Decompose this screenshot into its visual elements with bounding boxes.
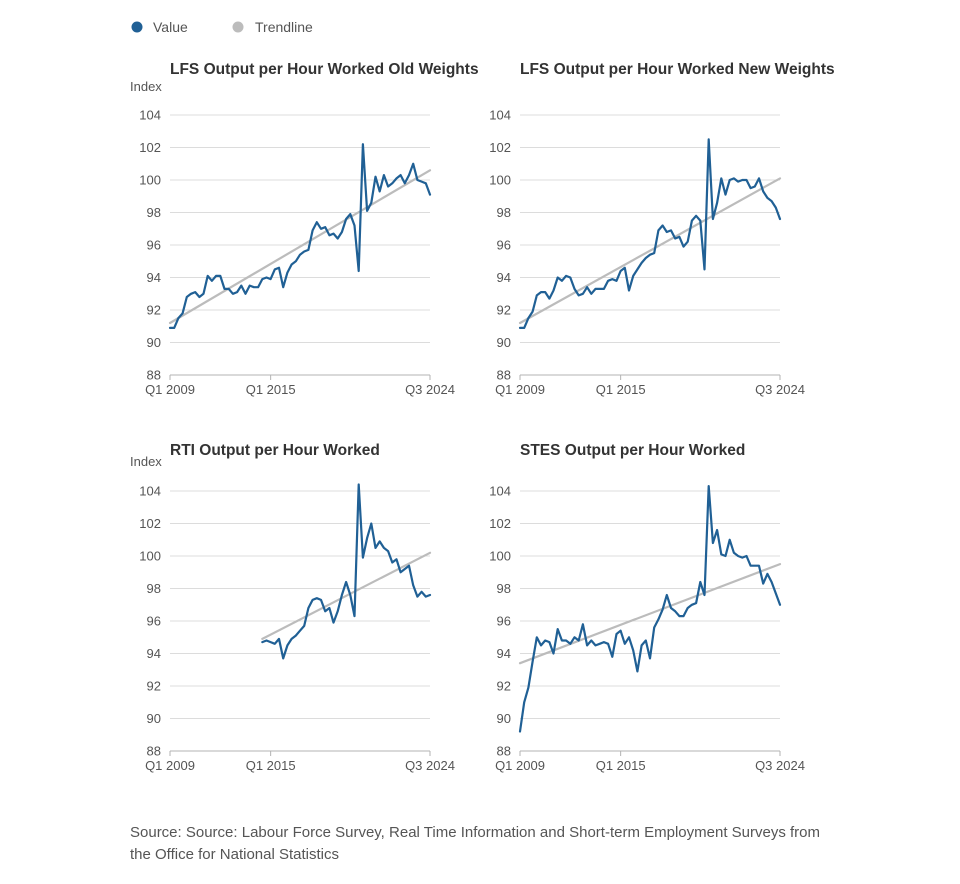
panel-title: RTI Output per Hour Worked <box>170 442 380 459</box>
series-line-value <box>518 485 782 733</box>
y-tick-label: 100 <box>139 173 161 188</box>
y-tick-label: 96 <box>497 614 511 629</box>
y-tick-label: 100 <box>489 173 511 188</box>
y-tick-label: 96 <box>497 238 511 253</box>
y-tick-label: 104 <box>489 484 511 499</box>
y-tick-label: 104 <box>489 108 511 123</box>
x-tick-label: Q1 2009 <box>145 382 195 397</box>
y-tick-label: 100 <box>139 549 161 564</box>
y-tick-label: 94 <box>497 646 511 661</box>
x-tick-label: Q3 2024 <box>405 382 455 397</box>
y-tick-label: 104 <box>139 484 161 499</box>
x-tick-label: Q1 2015 <box>246 382 296 397</box>
series-line-trendline <box>261 551 432 641</box>
y-tick-label: 102 <box>489 516 511 531</box>
y-tick-label: 90 <box>147 335 161 350</box>
legend-marker-trendline <box>232 21 244 33</box>
source-note: Source: Source: Labour Force Survey, Rea… <box>130 824 820 863</box>
y-tick-label: 96 <box>147 238 161 253</box>
x-tick-label: Q3 2024 <box>405 758 455 773</box>
y-axis-unit: Index <box>130 454 162 469</box>
y-tick-label: 94 <box>497 270 511 285</box>
y-tick-label: 92 <box>147 303 161 318</box>
legend-marker-value <box>131 21 143 33</box>
legend-label-trendline: Trendline <box>255 19 313 35</box>
series-line-value <box>168 143 432 329</box>
x-tick-label: Q1 2009 <box>495 382 545 397</box>
panel-title: STES Output per Hour Worked <box>520 442 745 459</box>
y-tick-label: 104 <box>139 108 161 123</box>
legend: Value Trendline <box>131 19 313 35</box>
y-axis-unit: Index <box>130 79 162 94</box>
y-tick-label: 90 <box>147 711 161 726</box>
series-line-value <box>518 138 782 329</box>
y-tick-label: 92 <box>497 303 511 318</box>
series-line-trendline <box>518 562 782 665</box>
x-tick-label: Q1 2015 <box>596 758 646 773</box>
y-tick-label: 94 <box>147 646 161 661</box>
y-tick-label: 88 <box>147 368 161 383</box>
y-tick-label: 88 <box>147 744 161 759</box>
x-tick-label: Q1 2015 <box>246 758 296 773</box>
y-tick-label: 90 <box>497 335 511 350</box>
y-tick-label: 100 <box>489 549 511 564</box>
chart-panels: 88 90 92 94 96 98 100 102 104 Q1 2009 Q1 2015 Q3 20… <box>130 61 835 773</box>
y-tick-label: 90 <box>497 711 511 726</box>
panel-title: LFS Output per Hour Worked Old Weights <box>170 61 479 78</box>
y-tick-label: 102 <box>139 140 161 155</box>
y-tick-label: 102 <box>489 140 511 155</box>
y-tick-label: 98 <box>147 581 161 596</box>
y-tick-label: 102 <box>139 516 161 531</box>
series-line-value <box>261 483 432 660</box>
y-tick-label: 88 <box>497 368 511 383</box>
panel-title: LFS Output per Hour Worked New Weights <box>520 61 835 78</box>
panel-stes-output-per-hour-worked: 88 90 92 94 96 98 100 102 104 Q1 2009 Q1 2015 Q3 20… <box>489 442 805 773</box>
panel-lfs-output-per-hour-worked-new-weights: 88 90 92 94 96 98 100 102 104 Q1 2009 Q1 2015 Q3 20… <box>489 61 834 397</box>
series-line-trendline <box>518 177 782 325</box>
y-tick-label: 92 <box>147 679 161 694</box>
y-tick-label: 98 <box>147 205 161 220</box>
y-tick-label: 96 <box>147 614 161 629</box>
series-line-trendline <box>168 169 432 325</box>
x-tick-label: Q1 2009 <box>145 758 195 773</box>
x-tick-label: Q1 2015 <box>596 382 646 397</box>
x-tick-label: Q3 2024 <box>755 382 805 397</box>
y-tick-label: 98 <box>497 205 511 220</box>
x-tick-label: Q3 2024 <box>755 758 805 773</box>
y-tick-label: 94 <box>147 270 161 285</box>
panel-lfs-output-per-hour-worked-old-weights: 88 90 92 94 96 98 100 102 104 Q1 2009 Q1 2015 Q3 20… <box>130 61 479 397</box>
y-tick-label: 92 <box>497 679 511 694</box>
y-tick-label: 88 <box>497 744 511 759</box>
panel-rti-output-per-hour-worked: 88 90 92 94 96 98 100 102 104 Q1 2009 Q1 2015 Q3 20… <box>130 442 455 773</box>
x-tick-label: Q1 2009 <box>495 758 545 773</box>
y-tick-label: 98 <box>497 581 511 596</box>
legend-label-value: Value <box>153 19 188 35</box>
